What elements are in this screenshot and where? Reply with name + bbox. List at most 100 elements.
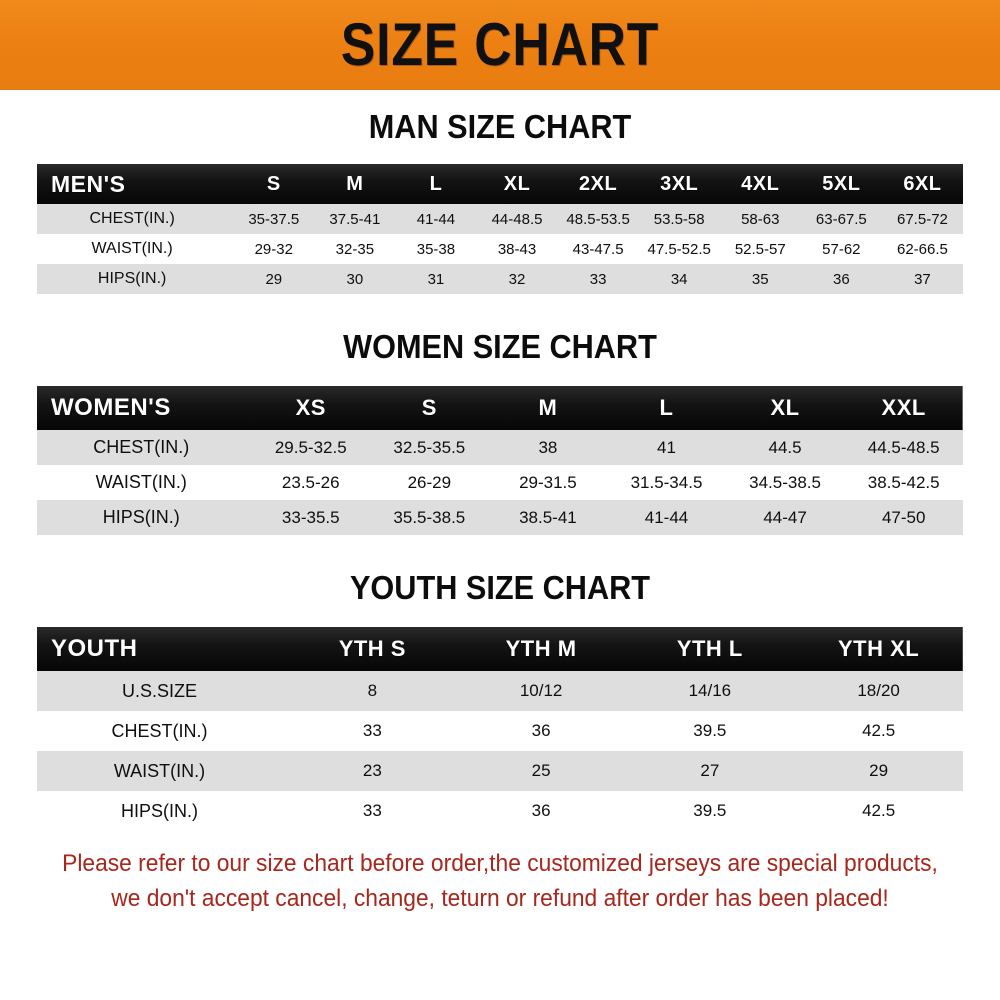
men-size-table: MEN'S S M L XL 2XL 3XL 4XL 5XL 6XL CHEST(IN.) 35-3… — [37, 164, 963, 294]
women-size-header: S — [421, 395, 437, 420]
men-size-header: M — [346, 172, 364, 195]
men-header-row: MEN'S S M L XL 2XL 3XL 4XL 5XL 6XL — [37, 164, 963, 204]
men-measure-value: 52.5-57 — [719, 234, 801, 264]
men-measure-value: 32 — [476, 264, 558, 294]
men-measure-value: 67.5-72 — [881, 204, 963, 234]
table-row: HIPS(IN.) 33-35.5 35.5-38.5 38.5-41 41-44 44-… — [37, 500, 963, 535]
youth-measure-value: 33 — [287, 791, 457, 831]
men-measure-value: 35-38 — [395, 234, 477, 264]
youth-table-wrap: YOUTH YTH S YTH M YTH L YTH XL U.S.SIZE 8 10/1… — [37, 627, 963, 831]
table-row: WAIST(IN.) 29-32 32-35 35-38 38-43 43-47.5 47.… — [37, 234, 963, 264]
youth-measure-value: 36 — [456, 711, 626, 751]
women-header-row: WOMEN'S XS S M L XL XXL — [37, 386, 963, 430]
women-measure-value: 41-44 — [607, 500, 726, 535]
youth-measure-label: U.S.SIZE — [37, 671, 288, 711]
youth-measure-label: CHEST(IN.) — [37, 711, 288, 751]
men-size-header: 4XL — [741, 172, 780, 195]
women-measure-value: 38 — [488, 430, 608, 465]
men-measure-value: 47.5-52.5 — [638, 234, 720, 264]
men-measure-value: 32-35 — [314, 234, 396, 264]
women-measure-value: 38.5-42.5 — [844, 465, 963, 500]
men-measure-value: 63-67.5 — [800, 204, 882, 234]
table-row: WAIST(IN.) 23 25 27 29 — [37, 751, 963, 791]
men-size-header: 6XL — [903, 172, 942, 195]
men-measure-label: HIPS(IN.) — [37, 264, 234, 294]
footer-line-2: we don't accept cancel, change, teturn o… — [111, 884, 889, 912]
youth-measure-value: 29 — [794, 751, 963, 791]
youth-measure-value: 23 — [287, 751, 457, 791]
women-table-body: CHEST(IN.) 29.5-32.5 32.5-35.5 38 41 44.5 44.5… — [37, 430, 963, 535]
women-measure-value: 32.5-35.5 — [370, 430, 489, 465]
youth-table-head: YOUTH YTH S YTH M YTH L YTH XL — [37, 627, 963, 671]
men-measure-value: 43-47.5 — [557, 234, 639, 264]
women-measure-value: 23.5-26 — [251, 465, 371, 500]
youth-measure-label: WAIST(IN.) — [37, 751, 288, 791]
men-measure-value: 29 — [233, 264, 315, 294]
women-size-header: XS — [295, 395, 326, 420]
table-row: CHEST(IN.) 33 36 39.5 42.5 — [37, 711, 963, 751]
men-table-head: MEN'S S M L XL 2XL 3XL 4XL 5XL 6XL — [37, 164, 963, 204]
women-measure-value: 44.5 — [725, 430, 845, 465]
men-table-wrap: MEN'S S M L XL 2XL 3XL 4XL 5XL 6XL CHEST(IN.) 35-3… — [37, 164, 963, 294]
men-measure-value: 37.5-41 — [314, 204, 396, 234]
youth-section-title: YOUTH SIZE CHART — [349, 569, 651, 606]
youth-size-section: YOUTH SIZE CHART YOUTH YTH S YTH M YTH L YTH… — [0, 569, 1000, 831]
men-measure-label: CHEST(IN.) — [37, 204, 234, 234]
men-measure-value: 35-37.5 — [233, 204, 315, 234]
men-measure-value: 41-44 — [395, 204, 477, 234]
youth-measure-value: 36 — [456, 791, 626, 831]
women-size-header: M — [538, 395, 558, 420]
women-measure-value: 29.5-32.5 — [251, 430, 371, 465]
men-size-header: 2XL — [579, 172, 618, 195]
table-row: CHEST(IN.) 35-37.5 37.5-41 41-44 44-48.5 48.5… — [37, 204, 963, 234]
men-size-header: XL — [503, 172, 531, 195]
men-measure-value: 37 — [881, 264, 963, 294]
footer-notice: Please refer to our size chart before or… — [49, 847, 952, 917]
men-measure-value: 33 — [557, 264, 639, 294]
women-row-header-label: WOMEN'S — [51, 394, 171, 421]
men-measure-value: 53.5-58 — [638, 204, 720, 234]
men-measure-value: 44-48.5 — [476, 204, 558, 234]
youth-measure-value: 18/20 — [794, 671, 963, 711]
women-measure-value: 35.5-38.5 — [370, 500, 489, 535]
men-measure-value: 36 — [800, 264, 882, 294]
youth-size-header: YTH L — [676, 636, 743, 661]
women-section-title: WOMEN SIZE CHART — [343, 328, 657, 365]
youth-row-header-label: YOUTH — [51, 635, 138, 662]
men-measure-value: 29-32 — [233, 234, 315, 264]
youth-measure-value: 39.5 — [625, 791, 795, 831]
men-measure-value: 34 — [638, 264, 720, 294]
women-measure-label: WAIST(IN.) — [37, 465, 252, 500]
footer-line-1: Please refer to our size chart before or… — [62, 850, 938, 877]
women-size-section: WOMEN SIZE CHART WOMEN'S XS S M L XL XXL CHEST… — [0, 328, 1000, 535]
men-measure-value: 35 — [719, 264, 801, 294]
youth-table-body: U.S.SIZE 8 10/12 14/16 18/20 CHEST(IN.) 33 36 39… — [37, 671, 963, 831]
women-measure-value: 47-50 — [844, 500, 963, 535]
youth-size-header: YTH S — [338, 636, 406, 661]
men-size-header: 3XL — [660, 172, 699, 195]
youth-measure-value: 14/16 — [625, 671, 795, 711]
men-table-body: CHEST(IN.) 35-37.5 37.5-41 41-44 44-48.5 48.5… — [37, 204, 963, 294]
men-section-title: MAN SIZE CHART — [368, 108, 632, 145]
youth-measure-value: 42.5 — [794, 711, 963, 751]
men-measure-value: 58-63 — [719, 204, 801, 234]
table-row: WAIST(IN.) 23.5-26 26-29 29-31.5 31.5-34.5 34… — [37, 465, 963, 500]
women-size-header: XL — [770, 395, 800, 420]
women-table-head: WOMEN'S XS S M L XL XXL — [37, 386, 963, 430]
youth-measure-value: 8 — [287, 671, 457, 711]
men-size-header: S — [266, 172, 281, 195]
table-row: HIPS(IN.) 29 30 31 32 33 34 35 36 37 — [37, 264, 963, 294]
women-measure-value: 33-35.5 — [251, 500, 371, 535]
men-measure-label: WAIST(IN.) — [37, 234, 234, 264]
men-size-header: L — [429, 172, 443, 195]
women-measure-value: 29-31.5 — [488, 465, 608, 500]
youth-size-table: YOUTH YTH S YTH M YTH L YTH XL U.S.SIZE 8 10/1… — [37, 627, 963, 831]
youth-measure-label: HIPS(IN.) — [37, 791, 288, 831]
women-measure-value: 44-47 — [725, 500, 845, 535]
page-title: SIZE CHART — [340, 11, 660, 78]
women-measure-label: HIPS(IN.) — [37, 500, 252, 535]
women-measure-value: 34.5-38.5 — [725, 465, 845, 500]
youth-size-header: YTH XL — [837, 636, 920, 661]
women-measure-value: 26-29 — [370, 465, 489, 500]
women-measure-value: 44.5-48.5 — [844, 430, 963, 465]
